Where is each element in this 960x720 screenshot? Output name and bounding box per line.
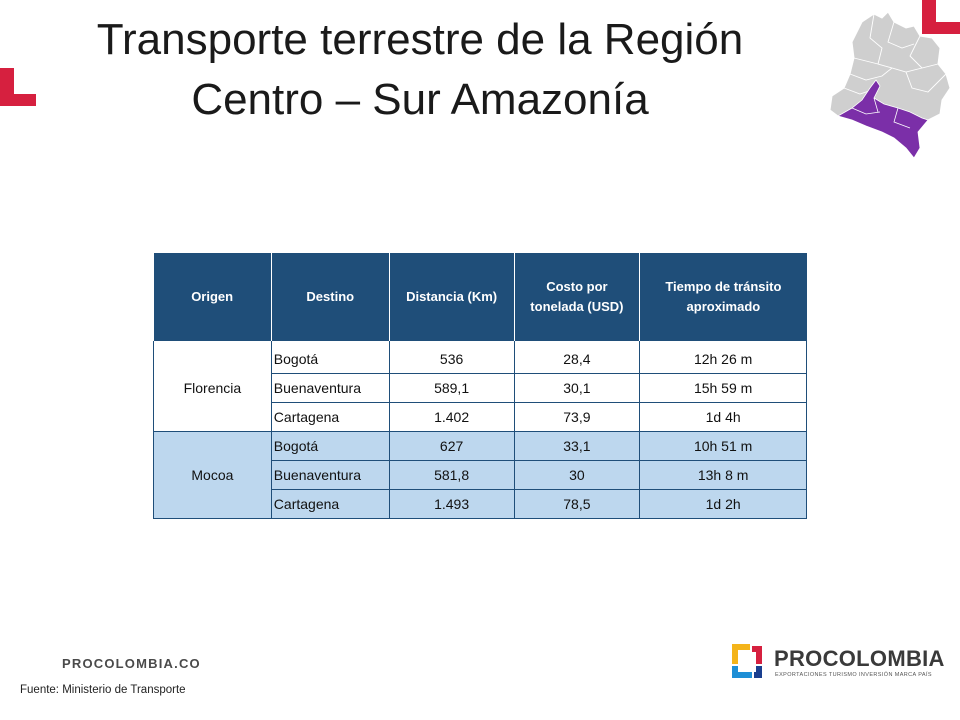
- tiempo-cell: 1d 2h: [639, 489, 807, 519]
- table-row: Mocoa Bogotá 627 33,1 10h 51 m: [153, 431, 807, 519]
- logo-yellow-piece: [732, 644, 750, 664]
- destino-cell: Buenaventura: [271, 373, 390, 403]
- costo-cell: 73,9: [514, 402, 641, 432]
- table-row: Florencia Bogotá 536 28,4 12h 26 m: [153, 341, 807, 432]
- distancia-cell: 581,8: [389, 460, 515, 490]
- header-distancia: Distancia (Km): [389, 253, 515, 341]
- destino-cell: Buenaventura: [271, 460, 390, 490]
- costo-cell: 33,1: [514, 431, 641, 461]
- tiempo-cell: 15h 59 m: [639, 373, 807, 403]
- destino-cell: Cartagena: [271, 489, 390, 519]
- destino-cell: Bogotá: [271, 431, 390, 461]
- website-label: PROCOLOMBIA.CO: [62, 656, 201, 671]
- title-line-1: Transporte terrestre de la Región: [96, 15, 744, 64]
- costo-cell: 28,4: [514, 341, 641, 374]
- distancia-cell: 589,1: [389, 373, 515, 403]
- header-destino: Destino: [271, 253, 390, 341]
- table-header-row: Origen Destino Distancia (Km) Costo por …: [153, 253, 807, 341]
- table-row: Cartagena 1.402 73,9 1d 4h: [154, 402, 807, 432]
- map-highlighted-region: [836, 79, 929, 159]
- tiempo-cell: 1d 4h: [639, 402, 807, 432]
- header-origen: Origen: [153, 253, 272, 341]
- colombia-region-map: [829, 11, 951, 159]
- header-tiempo: Tiempo de tránsito aproximado: [639, 253, 807, 341]
- table-row: Buenaventura 589,1 30,1 15h 59 m: [154, 373, 807, 403]
- origin-cell-mocoa: Mocoa: [153, 431, 272, 519]
- costo-cell: 30,1: [514, 373, 641, 403]
- costo-cell: 78,5: [514, 489, 641, 519]
- tiempo-cell: 12h 26 m: [639, 341, 807, 374]
- logo-blue-piece: [732, 666, 752, 678]
- table-row: Cartagena 1.493 78,5 1d 2h: [154, 489, 807, 519]
- brand-tagline: EXPORTACIONES TURISMO INVERSIÓN MARCA PA…: [775, 672, 932, 678]
- destino-cell: Bogotá: [271, 341, 390, 374]
- costo-cell: 30: [514, 460, 641, 490]
- transport-table: Origen Destino Distancia (Km) Costo por …: [153, 253, 807, 519]
- logo-navy-piece: [754, 666, 762, 678]
- brand-name: PROCOLOMBIA: [774, 646, 945, 671]
- procolombia-mark-icon: [732, 644, 762, 678]
- distancia-cell: 627: [389, 431, 515, 461]
- tiempo-cell: 10h 51 m: [639, 431, 807, 461]
- top-right-corner-bracket: [922, 0, 960, 34]
- destino-cell: Cartagena: [271, 402, 390, 432]
- map-department-lines: [843, 13, 947, 95]
- origin-cell-florencia: Florencia: [153, 341, 272, 432]
- title-line-2: Centro – Sur Amazonía: [191, 75, 649, 124]
- distancia-cell: 1.493: [389, 489, 515, 519]
- map-region-inner-lines: [851, 97, 911, 129]
- header-costo: Costo por tonelada (USD): [514, 253, 641, 341]
- left-bracket-shape: [0, 68, 36, 106]
- source-note: Fuente: Ministerio de Transporte: [20, 684, 186, 696]
- left-corner-bracket: [0, 68, 36, 106]
- logo-red-piece: [752, 646, 762, 664]
- distancia-cell: 536: [389, 341, 515, 374]
- right-bracket-shape: [922, 0, 960, 34]
- tiempo-cell: 13h 8 m: [639, 460, 807, 490]
- table-row: Buenaventura 581,8 30 13h 8 m: [154, 460, 807, 490]
- page-title: Transporte terrestre de la Región Centro…: [30, 10, 810, 130]
- distancia-cell: 1.402: [389, 402, 515, 432]
- procolombia-logo: PROCOLOMBIA EXPORTACIONES TURISMO INVERS…: [730, 644, 944, 684]
